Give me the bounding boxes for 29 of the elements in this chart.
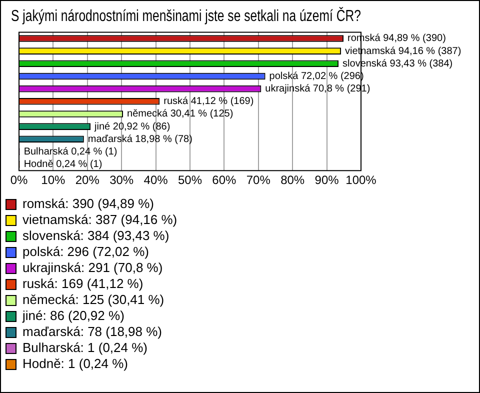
legend-label: Hodně: 1 (0,24 %) [22, 356, 128, 372]
legend-label: ruská: 169 (41,12 %) [22, 276, 144, 292]
legend-label: jiné: 86 (20,92 %) [22, 308, 124, 324]
data-label: ruská 41,12 % (169) [164, 96, 254, 108]
chart-title: S jakými národnostními menšinami jste se setkali na území ČR? [11, 6, 361, 26]
x-tick-label: 50% [178, 173, 202, 188]
x-tick-label: 70% [246, 173, 271, 188]
data-label: jiné 20,92 % (86) [94, 121, 170, 132]
x-tick-label: 0% [10, 173, 28, 188]
legend-label: vietnamská: 387 (94,16 %) [22, 212, 178, 228]
legend-label: maďarská: 78 (18,98 %) [22, 324, 162, 340]
x-tick-label: 90% [314, 173, 340, 188]
x-tick-label: 80% [280, 173, 305, 188]
x-tick-label: 20% [75, 173, 100, 188]
data-label: maďarská 18,98 % (78) [88, 134, 192, 145]
legend-label: polská: 296 (72,02 %) [22, 244, 149, 260]
data-label: Hodně 0,24 % (1) [24, 159, 102, 170]
legend-label: romská: 390 (94,89 %) [22, 196, 154, 212]
data-label: německá 30,41 % (125) [127, 108, 234, 120]
legend-label: slovenská: 384 (93,43 %) [22, 228, 170, 244]
x-tick-label: 30% [110, 173, 134, 188]
legend-label: Bulharská: 1 (0,24 %) [22, 340, 148, 356]
legend-label: německá: 125 (30,41 %) [22, 292, 164, 308]
legend-label: ukrajinská: 291 (70,8 %) [22, 260, 163, 276]
data-label: Bulharská 0,24 % (1) [24, 146, 118, 158]
x-tick-label: 100% [346, 173, 377, 188]
x-tick-label: 40% [144, 173, 168, 188]
x-tick-label: 10% [41, 173, 66, 188]
x-tick-label: 60% [212, 173, 237, 188]
